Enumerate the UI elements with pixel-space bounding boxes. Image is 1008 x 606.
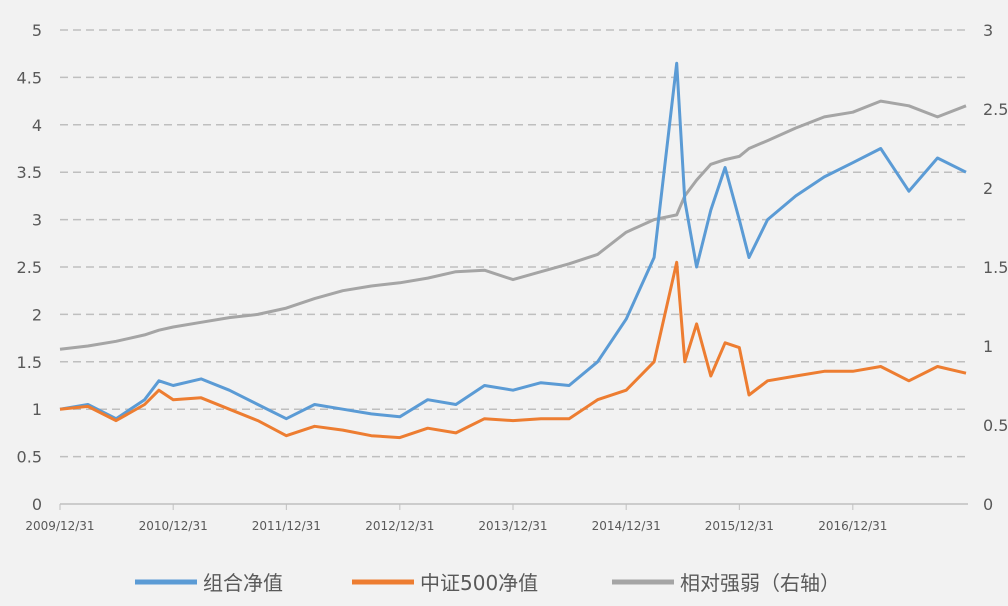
x-tick-label: 2010/12/31 xyxy=(139,519,208,533)
x-tick-label: 2013/12/31 xyxy=(478,519,547,533)
left-tick-label: 0.5 xyxy=(17,448,42,467)
right-tick-label: 1.5 xyxy=(983,258,1008,277)
legend-label: 相对强弱（右轴） xyxy=(680,571,840,595)
left-y-axis: 0 0.5 1 1.5 2 2.5 3 3.5 4 4.5 5 xyxy=(17,21,42,514)
x-tick-label: 2011/12/31 xyxy=(252,519,321,533)
left-tick-label: 0 xyxy=(32,495,42,514)
legend-item: 组合净值 xyxy=(135,571,283,595)
gridlines xyxy=(60,29,968,505)
right-tick-label: 2.5 xyxy=(983,100,1008,119)
left-tick-label: 5 xyxy=(32,21,42,40)
right-tick-label: 0 xyxy=(983,495,993,514)
legend-label: 中证500净值 xyxy=(420,571,538,595)
x-axis: 2009/12/31 2010/12/31 2011/12/31 2012/12/31… xyxy=(25,504,887,533)
right-tick-label: 1 xyxy=(983,337,993,356)
right-tick-label: 3 xyxy=(983,21,993,40)
series-line-2 xyxy=(59,99,967,351)
right-y-axis: 0 0.5 1 1.5 2 2.5 3 xyxy=(983,21,1008,514)
x-tick-label: 2016/12/31 xyxy=(818,519,887,533)
legend-label: 组合净值 xyxy=(203,571,283,595)
left-tick-label: 4 xyxy=(32,116,42,135)
legend-item: 中证500净值 xyxy=(352,571,538,595)
legend-item: 相对强弱（右轴） xyxy=(612,571,840,595)
right-tick-label: 0.5 xyxy=(983,416,1008,435)
left-tick-label: 2.5 xyxy=(17,258,42,277)
left-tick-label: 1 xyxy=(32,400,42,419)
left-tick-label: 3 xyxy=(32,211,42,230)
right-tick-label: 2 xyxy=(983,179,993,198)
series-line-0 xyxy=(59,61,967,421)
series-lines xyxy=(59,61,967,440)
left-tick-label: 1.5 xyxy=(17,353,42,372)
x-tick-label: 2014/12/31 xyxy=(592,519,661,533)
left-tick-label: 2 xyxy=(32,305,42,324)
x-tick-label: 2012/12/31 xyxy=(365,519,434,533)
series-line-1 xyxy=(59,260,967,440)
left-tick-label: 4.5 xyxy=(17,68,42,87)
legend: 组合净值 中证500净值 相对强弱（右轴） xyxy=(135,571,840,595)
x-tick-label: 2009/12/31 xyxy=(25,519,94,533)
left-tick-label: 3.5 xyxy=(17,163,42,182)
x-tick-label: 2015/12/31 xyxy=(705,519,774,533)
